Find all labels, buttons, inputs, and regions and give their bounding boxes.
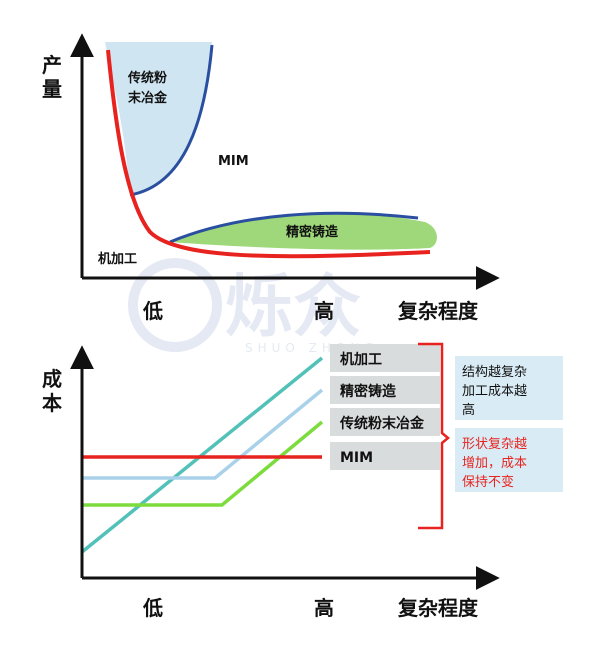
- top-x-high: 高: [314, 299, 334, 323]
- bottom-x-high: 高: [314, 596, 334, 620]
- top-x-low: 低: [142, 299, 163, 323]
- line-teal: [80, 356, 324, 554]
- machining-curve: [106, 49, 431, 259]
- note-red-line1: 形状复杂越: [462, 437, 527, 452]
- label-powder-line2: 末冶金: [127, 90, 168, 106]
- box-mim-label: MIM: [340, 450, 373, 466]
- note-blue-line2: 加工成本越: [462, 384, 527, 399]
- label-mim: MIM: [218, 154, 249, 169]
- top-x-label: 复杂程度: [397, 299, 479, 323]
- label-machining: 机加工: [98, 251, 137, 267]
- box-machining: [330, 344, 440, 372]
- bottom-y-label-char1: 成: [42, 367, 62, 391]
- label-powder-line1: 传统粉: [127, 70, 167, 86]
- box-casting: [330, 376, 440, 404]
- top-y-label-char1: 产: [42, 53, 62, 77]
- casting-upper-curve: [169, 211, 419, 244]
- note-red-line2: 增加，成本: [462, 456, 527, 471]
- box-machining-label: 机加工: [340, 351, 382, 368]
- line-green: [82, 420, 324, 507]
- box-casting-label: 精密铸造: [340, 383, 396, 400]
- line-lightblue: [82, 388, 324, 480]
- note-blue-box: [455, 356, 563, 420]
- label-precision-casting: 精密铸造: [286, 224, 339, 240]
- top-y-label-char2: 量: [42, 77, 62, 101]
- box-mim: [330, 442, 440, 470]
- watermark-logo-icon: [128, 258, 222, 352]
- note-red-box: [455, 428, 563, 492]
- box-powder-label: 传统粉末冶金: [339, 415, 425, 432]
- bottom-y-label-char2: 本: [42, 391, 62, 415]
- note-blue-line3: 高: [462, 402, 475, 418]
- bottom-chart: 机加工 精密铸造 传统粉末冶金 MIM 结构越复杂 加工成本越 高 形状复杂越 …: [42, 342, 563, 620]
- note-red-line3: 保持不变: [462, 474, 514, 490]
- bottom-x-low: 低: [142, 596, 163, 620]
- mim-curve: [129, 44, 214, 197]
- powder-metallurgy-region: [105, 42, 212, 195]
- watermark-brand: 烁众: [225, 268, 361, 347]
- top-chart: 产 量 传统粉 末冶金 MIM 精密铸造 机加工 低 高 复杂程度: [42, 33, 500, 323]
- note-blue-line1: 结构越复杂: [462, 365, 527, 380]
- box-powder: [330, 408, 440, 436]
- red-bracket: [418, 342, 450, 530]
- bottom-x-label: 复杂程度: [397, 596, 479, 620]
